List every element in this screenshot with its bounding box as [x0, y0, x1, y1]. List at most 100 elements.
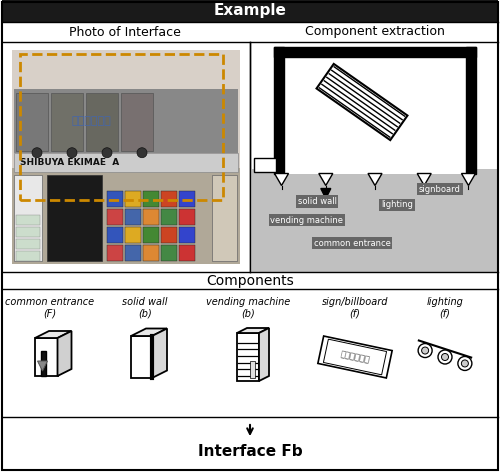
Bar — [14, 89, 238, 153]
Bar — [14, 153, 238, 172]
Text: solid wall: solid wall — [298, 197, 337, 206]
Bar — [121, 93, 153, 151]
Bar — [2, 289, 498, 417]
Bar — [254, 158, 276, 171]
Bar — [179, 191, 195, 207]
Circle shape — [418, 344, 432, 358]
Bar — [252, 169, 498, 272]
Polygon shape — [316, 64, 408, 140]
Bar — [47, 176, 102, 261]
Polygon shape — [462, 174, 475, 185]
Polygon shape — [274, 174, 288, 185]
Text: (b): (b) — [241, 309, 255, 319]
Text: 渋谷駅前ビル: 渋谷駅前ビル — [340, 349, 370, 364]
Bar — [2, 42, 250, 272]
Bar — [20, 54, 223, 200]
Bar — [274, 47, 476, 57]
Text: Photo of Interface: Photo of Interface — [69, 25, 181, 39]
Text: vending machine: vending machine — [270, 216, 344, 225]
Bar — [2, 272, 498, 289]
Text: Example: Example — [214, 3, 286, 18]
Bar — [2, 417, 498, 470]
Polygon shape — [58, 331, 71, 376]
Polygon shape — [237, 328, 269, 333]
Polygon shape — [41, 351, 46, 376]
Text: 渋谷駅前ビル: 渋谷駅前ビル — [72, 116, 112, 126]
Circle shape — [462, 360, 468, 367]
Bar — [51, 93, 83, 151]
Bar — [125, 191, 141, 207]
Text: signboard: signboard — [419, 185, 461, 194]
Text: (f): (f) — [440, 309, 450, 319]
Text: common entrance: common entrance — [6, 297, 94, 307]
Bar — [143, 209, 159, 225]
Bar — [179, 227, 195, 243]
Polygon shape — [131, 329, 167, 336]
Polygon shape — [417, 174, 431, 185]
Text: common entrance: common entrance — [314, 238, 390, 247]
Bar — [466, 47, 476, 174]
Circle shape — [32, 148, 42, 158]
Bar — [143, 191, 159, 207]
Bar — [179, 209, 195, 225]
Text: lighting: lighting — [426, 297, 464, 307]
Bar — [161, 227, 177, 243]
Text: Components: Components — [206, 273, 294, 287]
Bar — [16, 239, 40, 249]
Bar — [86, 93, 118, 151]
Text: solid wall: solid wall — [122, 297, 168, 307]
Bar — [16, 215, 40, 225]
Polygon shape — [35, 338, 58, 376]
Polygon shape — [38, 361, 48, 371]
Text: (f): (f) — [350, 309, 360, 319]
Text: (F): (F) — [44, 309, 57, 319]
Bar — [14, 176, 42, 261]
Polygon shape — [259, 328, 269, 381]
Polygon shape — [368, 174, 382, 185]
Bar — [250, 361, 255, 378]
Polygon shape — [321, 188, 331, 199]
Circle shape — [422, 347, 428, 354]
Polygon shape — [318, 336, 392, 378]
Polygon shape — [237, 333, 259, 381]
Bar — [252, 42, 498, 272]
Circle shape — [442, 354, 448, 361]
Bar — [284, 57, 466, 174]
Bar — [16, 227, 40, 237]
Polygon shape — [152, 329, 167, 378]
Text: vending machine: vending machine — [206, 297, 290, 307]
Bar — [2, 0, 498, 22]
Text: sign/billboard: sign/billboard — [322, 297, 388, 307]
Polygon shape — [319, 174, 333, 185]
Bar — [143, 227, 159, 243]
Bar — [12, 50, 240, 168]
Bar — [212, 176, 237, 261]
Bar — [12, 50, 240, 264]
Text: Component extraction: Component extraction — [305, 25, 445, 39]
Text: Interface Fb: Interface Fb — [198, 444, 302, 459]
Bar — [16, 251, 40, 261]
Text: SHIBUYA EKIMAE  A: SHIBUYA EKIMAE A — [20, 158, 119, 167]
Circle shape — [438, 350, 452, 364]
Circle shape — [137, 148, 147, 158]
Bar — [107, 245, 123, 261]
Bar — [143, 245, 159, 261]
Bar — [161, 245, 177, 261]
Bar — [179, 245, 195, 261]
Text: (b): (b) — [138, 309, 152, 319]
Circle shape — [67, 148, 77, 158]
Bar — [107, 227, 123, 243]
Bar — [274, 47, 284, 174]
Text: lighting: lighting — [381, 200, 413, 209]
Bar — [107, 209, 123, 225]
Polygon shape — [131, 336, 152, 378]
Polygon shape — [35, 331, 72, 338]
Bar — [125, 209, 141, 225]
Bar — [161, 209, 177, 225]
Bar — [125, 227, 141, 243]
Bar — [161, 191, 177, 207]
Circle shape — [458, 356, 472, 371]
Circle shape — [102, 148, 112, 158]
Bar — [16, 93, 48, 151]
Bar — [107, 191, 123, 207]
